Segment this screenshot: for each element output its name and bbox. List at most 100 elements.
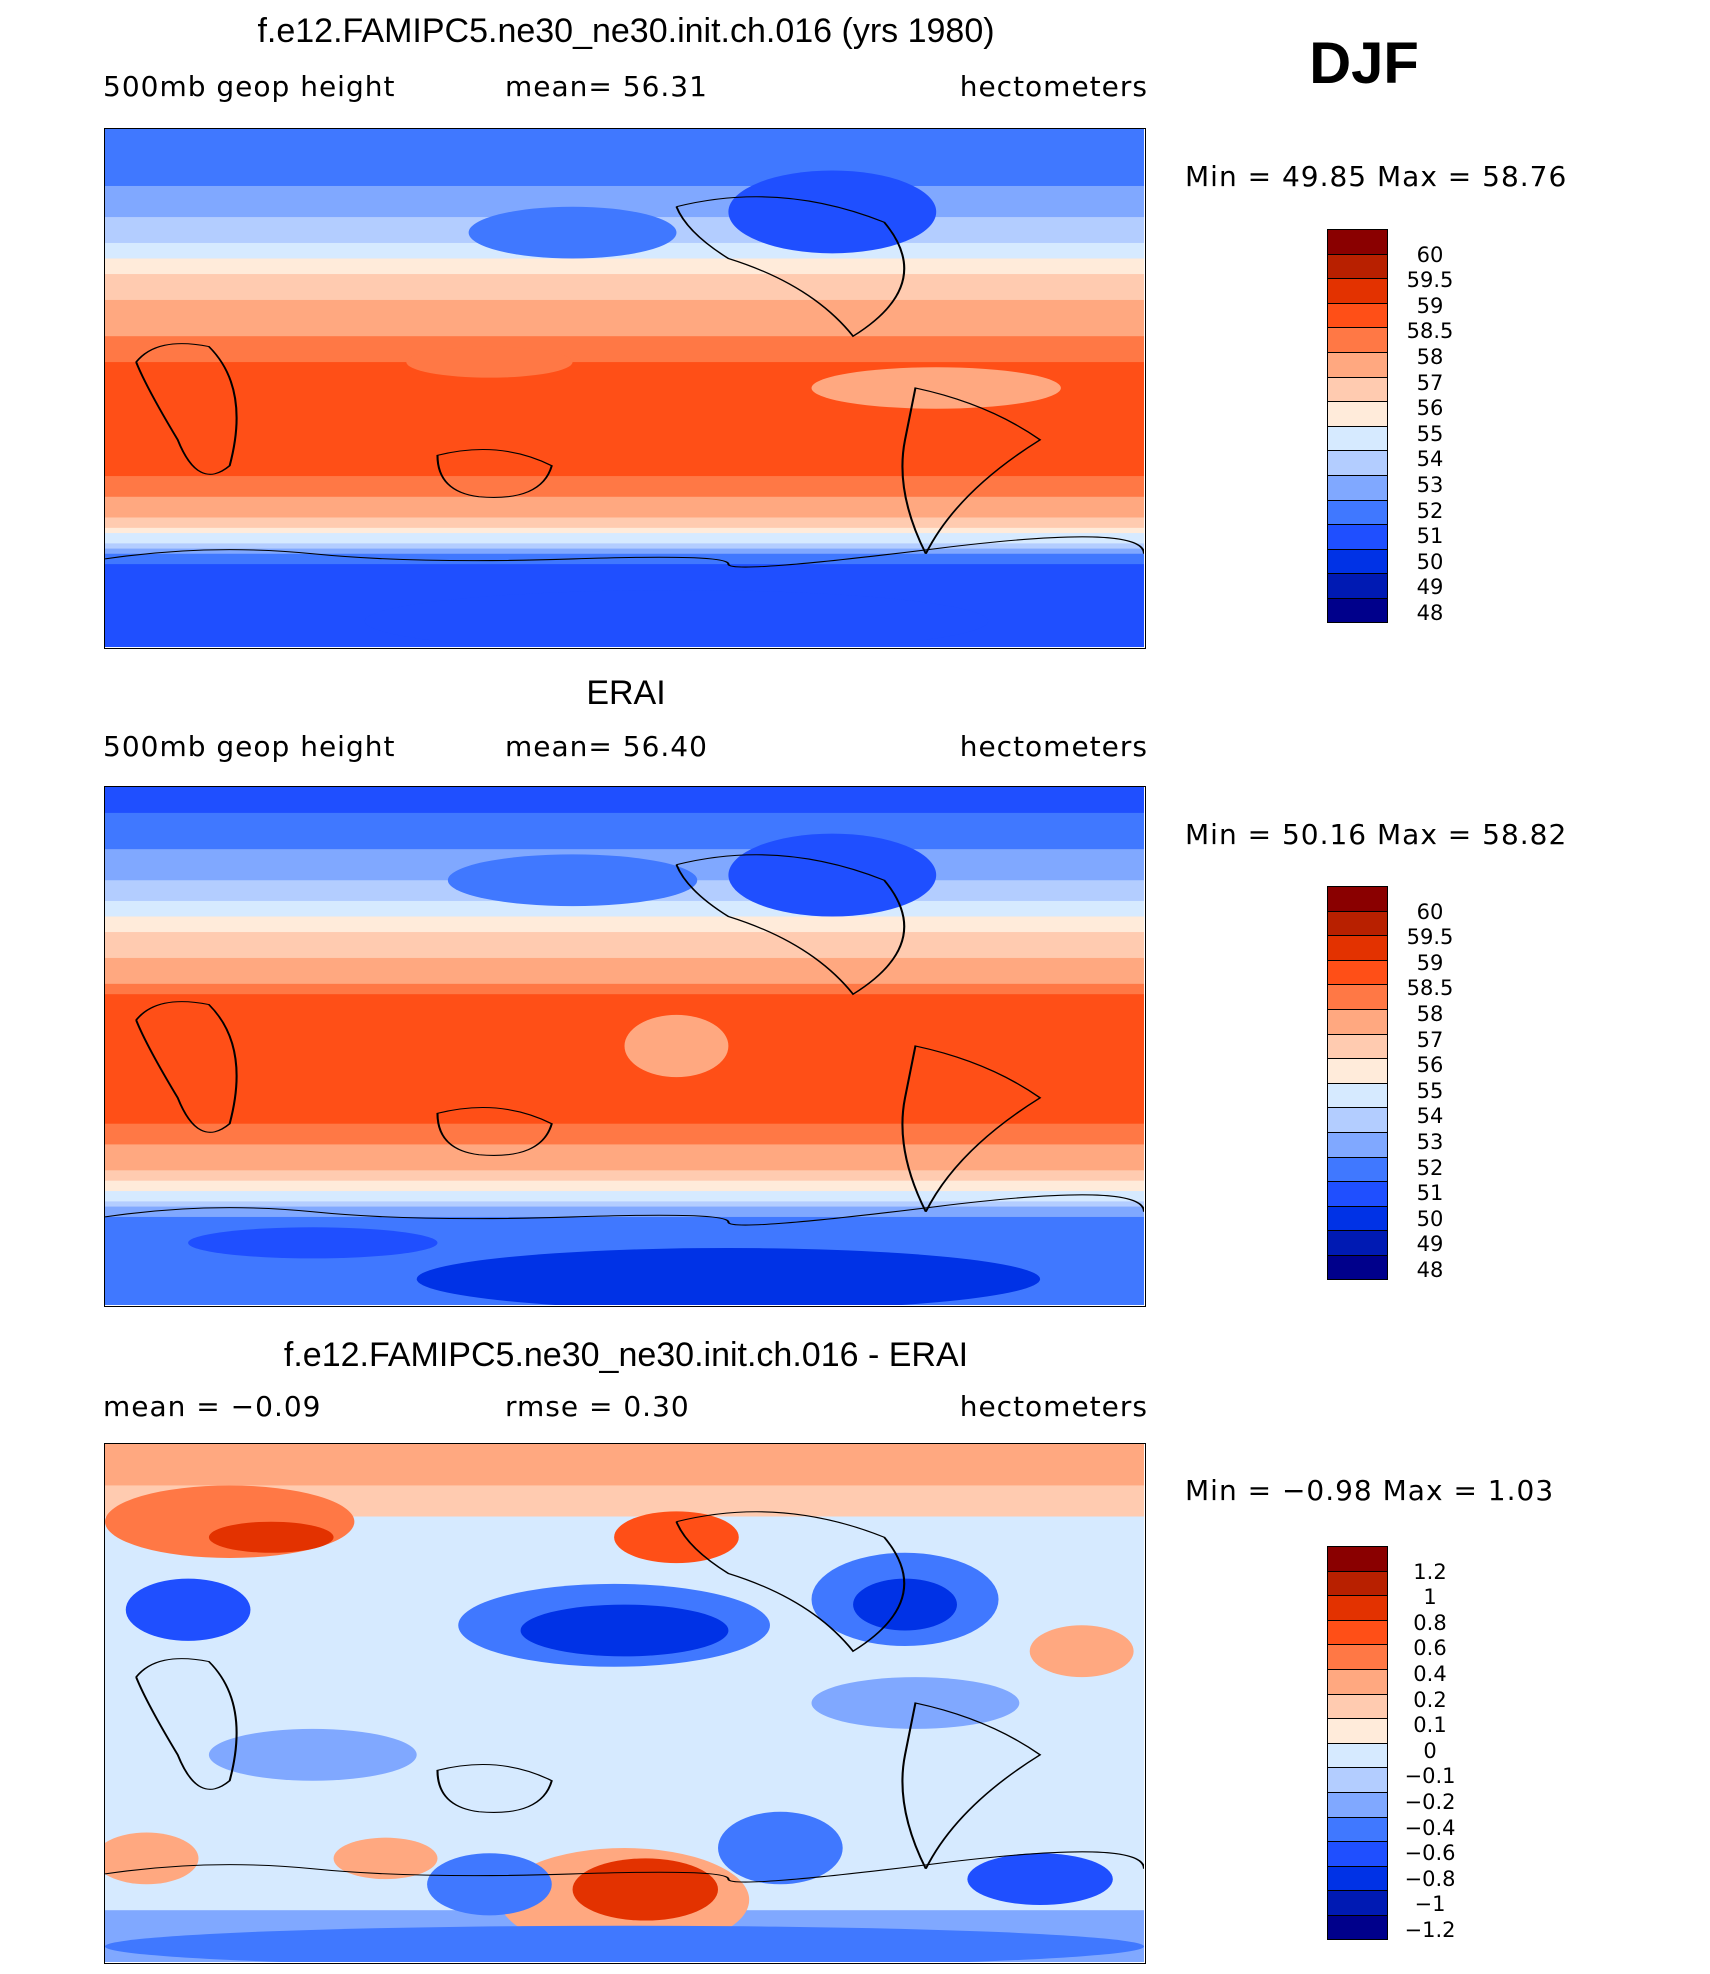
colorbar-tick-label: 59.5: [1406, 925, 1454, 950]
colorbar: [1327, 229, 1388, 623]
contour-band: [105, 274, 1144, 301]
colorbar-swatch: [1327, 1131, 1388, 1157]
colorbar-tick-label: 1.2: [1413, 1559, 1447, 1584]
colorbar-swatch: [1327, 1230, 1388, 1255]
contour-region: [728, 170, 937, 254]
south-america-coastline: [901, 1045, 1042, 1212]
contour-region: [718, 1811, 843, 1885]
contour-band: [105, 336, 1144, 364]
colorbar-tick-label: −1.2: [1404, 1918, 1456, 1942]
antarctica-coastline: [105, 1194, 1144, 1226]
contour-band: [105, 1123, 1144, 1146]
contour-region: [1029, 1625, 1134, 1678]
colorbar-swatch: [1327, 1205, 1388, 1231]
colorbar-swatch: [1327, 1082, 1388, 1108]
colorbar-tick-label: −0.4: [1404, 1815, 1456, 1840]
contour-band: [105, 994, 1144, 1125]
colorbar-swatch: [1327, 327, 1388, 352]
contour-band: [105, 1444, 1144, 1486]
colorbar-tick-label: 60: [1416, 242, 1444, 267]
contour-band: [105, 1170, 1144, 1182]
colorbar-swatch: [1327, 935, 1388, 960]
contour-band: [105, 517, 1144, 529]
contour-band: [105, 932, 1144, 959]
contour-region: [572, 1858, 719, 1921]
contour-region: [333, 1837, 438, 1880]
colorbar-swatch: [1327, 959, 1388, 985]
colorbar-tick-label: 57: [1416, 1027, 1444, 1052]
center-label: mean= 56.40: [505, 730, 708, 763]
colorbar-tick-label: 52: [1416, 498, 1444, 523]
contour-band: [105, 957, 1144, 985]
contour-band: [105, 1201, 1144, 1208]
colorbar-swatch: [1327, 1595, 1388, 1620]
contour-band: [105, 299, 1144, 338]
colorbar-swatch: [1327, 425, 1388, 451]
colorbar-tick-label: −0.8: [1404, 1866, 1456, 1891]
contour-band: [105, 533, 1144, 545]
colorbar-swatch: [1327, 1546, 1388, 1571]
colorbar-tick-label: 0.2: [1413, 1687, 1447, 1712]
colorbar-tick-label: −0.2: [1404, 1790, 1456, 1814]
colorbar-tick-label: 0: [1423, 1738, 1437, 1763]
colorbar-tick-label: 55: [1416, 1078, 1444, 1103]
contour-band: [105, 1191, 1144, 1203]
left-label: mean = −0.09: [103, 1390, 322, 1423]
colorbar-swatch: [1327, 548, 1388, 574]
africa-coastline: [135, 1658, 238, 1790]
colorbar-swatch: [1327, 1890, 1388, 1915]
contour-region: [188, 1227, 438, 1259]
australia-coastline: [436, 1107, 553, 1156]
colorbar-tick-label: 58: [1416, 1002, 1444, 1026]
contour-region: [364, 590, 989, 647]
colorbar-tick-label: 54: [1416, 1104, 1444, 1129]
colorbar-tick-label: 49: [1416, 1232, 1444, 1257]
africa-coastline: [135, 1001, 238, 1133]
contour-band: [105, 787, 1144, 814]
antarctica-coastline: [105, 1851, 1144, 1883]
contour-band: [105, 543, 1144, 550]
left-label: 500mb geop height: [103, 70, 396, 103]
colorbar-tick-label: 59: [1416, 950, 1444, 975]
colorbar-swatch: [1327, 1254, 1388, 1280]
colorbar-tick-label: 54: [1416, 447, 1444, 472]
contour-band: [105, 812, 1144, 851]
colorbar-tick-label: 51: [1416, 1181, 1444, 1206]
colorbar-tick-label: 51: [1416, 524, 1444, 549]
colorbar-swatch: [1327, 573, 1388, 598]
colorbar-tick-label: 56: [1416, 396, 1444, 421]
colorbar-swatch: [1327, 1033, 1388, 1059]
contour-region: [406, 346, 573, 378]
contour-region: [208, 1728, 417, 1781]
contour-band: [105, 1180, 1144, 1193]
colorbar-swatch: [1327, 1644, 1388, 1669]
colorbar-swatch: [1327, 1914, 1388, 1940]
contour-band: [105, 553, 1144, 566]
colorbar-swatch: [1327, 1693, 1388, 1719]
colorbar-tick-label: 60: [1416, 899, 1444, 924]
center-label: mean= 56.31: [505, 70, 708, 103]
units-label: hectometers: [959, 730, 1148, 763]
north-america-coastline: [675, 854, 906, 996]
colorbar-swatch: [1327, 886, 1388, 911]
colorbar-swatch: [1327, 401, 1388, 426]
contour-region: [105, 1925, 1144, 1962]
north-america-coastline: [675, 196, 906, 338]
colorbar-tick-label: 56: [1416, 1053, 1444, 1078]
colorbar-swatch: [1327, 1816, 1388, 1842]
colorbar-swatch: [1327, 1791, 1388, 1817]
contour-band: [105, 1206, 1144, 1218]
contour-region: [624, 1014, 729, 1078]
colorbar-swatch: [1327, 1767, 1388, 1792]
colorbar-swatch: [1327, 1742, 1388, 1768]
colorbar-swatch: [1327, 474, 1388, 500]
panel-title: f.e12.FAMIPC5.ne30_ne30.init.ch.016 (yrs…: [257, 12, 995, 50]
colorbar-tick-label: 0.8: [1413, 1610, 1447, 1635]
colorbar-swatch: [1327, 1570, 1388, 1596]
contour-band: [105, 983, 1144, 996]
left-label: 500mb geop height: [103, 730, 396, 763]
colorbar-tick-label: 53: [1416, 473, 1444, 497]
colorbar-swatch: [1327, 1008, 1388, 1034]
colorbar-tick-label: 48: [1416, 1258, 1444, 1282]
